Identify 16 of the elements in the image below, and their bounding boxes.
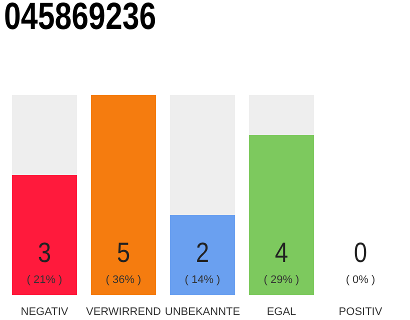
annotation: ( 21% ) [26, 274, 62, 286]
data-label: 2 [196, 236, 210, 268]
annotation: ( 29% ) [264, 274, 300, 286]
annotation: ( 0% ) [346, 274, 376, 286]
annotation: ( 36% ) [106, 274, 142, 286]
x-tick-label: NEGATIV [20, 306, 69, 318]
annotation: ( 14% ) [184, 274, 220, 286]
data-label: 4 [274, 236, 288, 268]
x-tick-label: VERWIRREND [86, 306, 162, 318]
x-tick-label: EGAL [266, 306, 296, 318]
data-label: 0 [354, 236, 368, 268]
x-tick-label: POSITIV [338, 306, 383, 318]
data-label: 5 [116, 236, 130, 268]
data-label: 3 [38, 236, 52, 268]
x-tick-label: UNBEKANNTE [164, 306, 240, 318]
chart-title: 045869236 [4, 0, 156, 39]
